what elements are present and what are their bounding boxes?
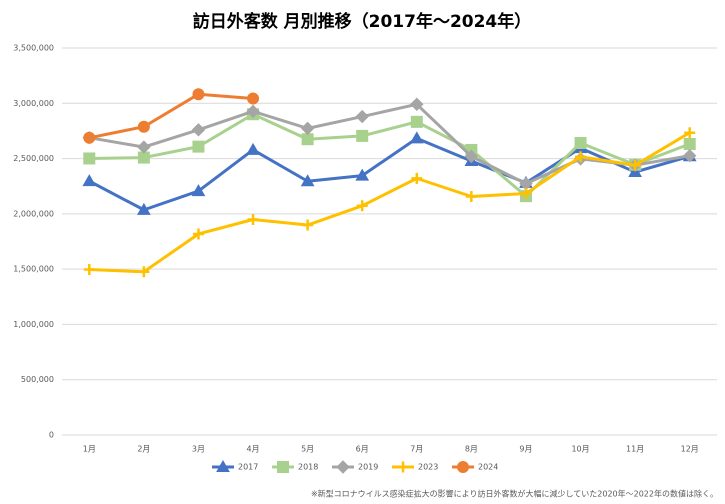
data-point [410,115,423,128]
legend-label: 2017 [238,463,258,472]
y-tick-label: 2,500,000 [13,154,54,163]
series-line [89,112,691,198]
legend-label: 2018 [298,463,318,472]
x-tick-label: 10月 [571,445,589,454]
data-point [301,133,314,146]
y-tick-label: 1,000,000 [13,320,54,329]
data-point [246,142,260,155]
legend-marker [457,461,469,473]
x-tick-label: 5月 [301,445,314,454]
legend-marker [397,461,409,473]
data-point [355,168,370,181]
legend-label: 2023 [418,463,438,472]
data-point [300,174,315,187]
data-point [246,104,260,119]
data-point [247,92,260,105]
legend-marker [216,459,230,472]
data-point [356,200,368,212]
data-point [247,213,259,225]
y-tick-label: 1,500,000 [13,265,54,274]
x-tick-label: 3月 [192,445,205,454]
legend-label: 2024 [478,463,498,472]
x-tick-label: 6月 [356,445,369,454]
data-point [683,137,696,150]
x-tick-label: 4月 [246,445,259,454]
x-tick-label: 2月 [137,445,150,454]
data-point [82,174,97,187]
data-point [83,152,96,165]
y-tick-label: 0 [49,431,54,440]
data-point [191,184,206,197]
data-point [575,151,587,163]
data-point [137,140,151,154]
legend-marker [336,460,350,474]
data-point [191,123,206,137]
data-point [520,188,532,200]
data-point [684,127,696,139]
data-point [192,88,205,101]
data-point [574,136,587,149]
data-point [302,219,314,231]
x-tick-label: 11月 [626,445,644,454]
series-line [88,92,254,140]
data-point [409,131,424,144]
data-point [192,228,204,240]
data-point [137,202,151,215]
x-tick-label: 1月 [83,445,96,454]
y-tick-label: 500,000 [21,375,54,384]
data-point [410,97,424,111]
x-tick-label: 8月 [465,445,478,454]
data-point [683,148,697,163]
data-point [83,263,95,275]
data-point [464,149,479,164]
y-tick-label: 2,000,000 [13,209,54,218]
footnote: ※新型コロナウイルス感染症拡大の影響により訪日外客数が大幅に減少していた2020… [311,489,718,499]
data-point [355,109,369,124]
y-tick-label: 3,000,000 [13,99,54,108]
series-line [89,102,690,186]
data-point [356,129,369,142]
chart-title: 訪日外客数 月別推移（2017年～2024年） [193,11,532,32]
data-point [629,159,641,171]
data-point [465,190,477,202]
data-point [192,140,205,153]
data-point [411,172,423,184]
legend-marker [277,461,289,473]
series-line [89,131,691,274]
data-point [300,121,315,136]
y-tick-label: 3,500,000 [13,44,54,53]
legend-label: 2019 [358,463,378,472]
series-line [88,136,691,212]
data-point [137,120,150,133]
x-tick-label: 9月 [519,445,532,454]
data-point [83,131,96,144]
data-point [138,266,150,278]
x-tick-label: 12月 [681,445,699,454]
x-tick-label: 7月 [410,445,423,454]
